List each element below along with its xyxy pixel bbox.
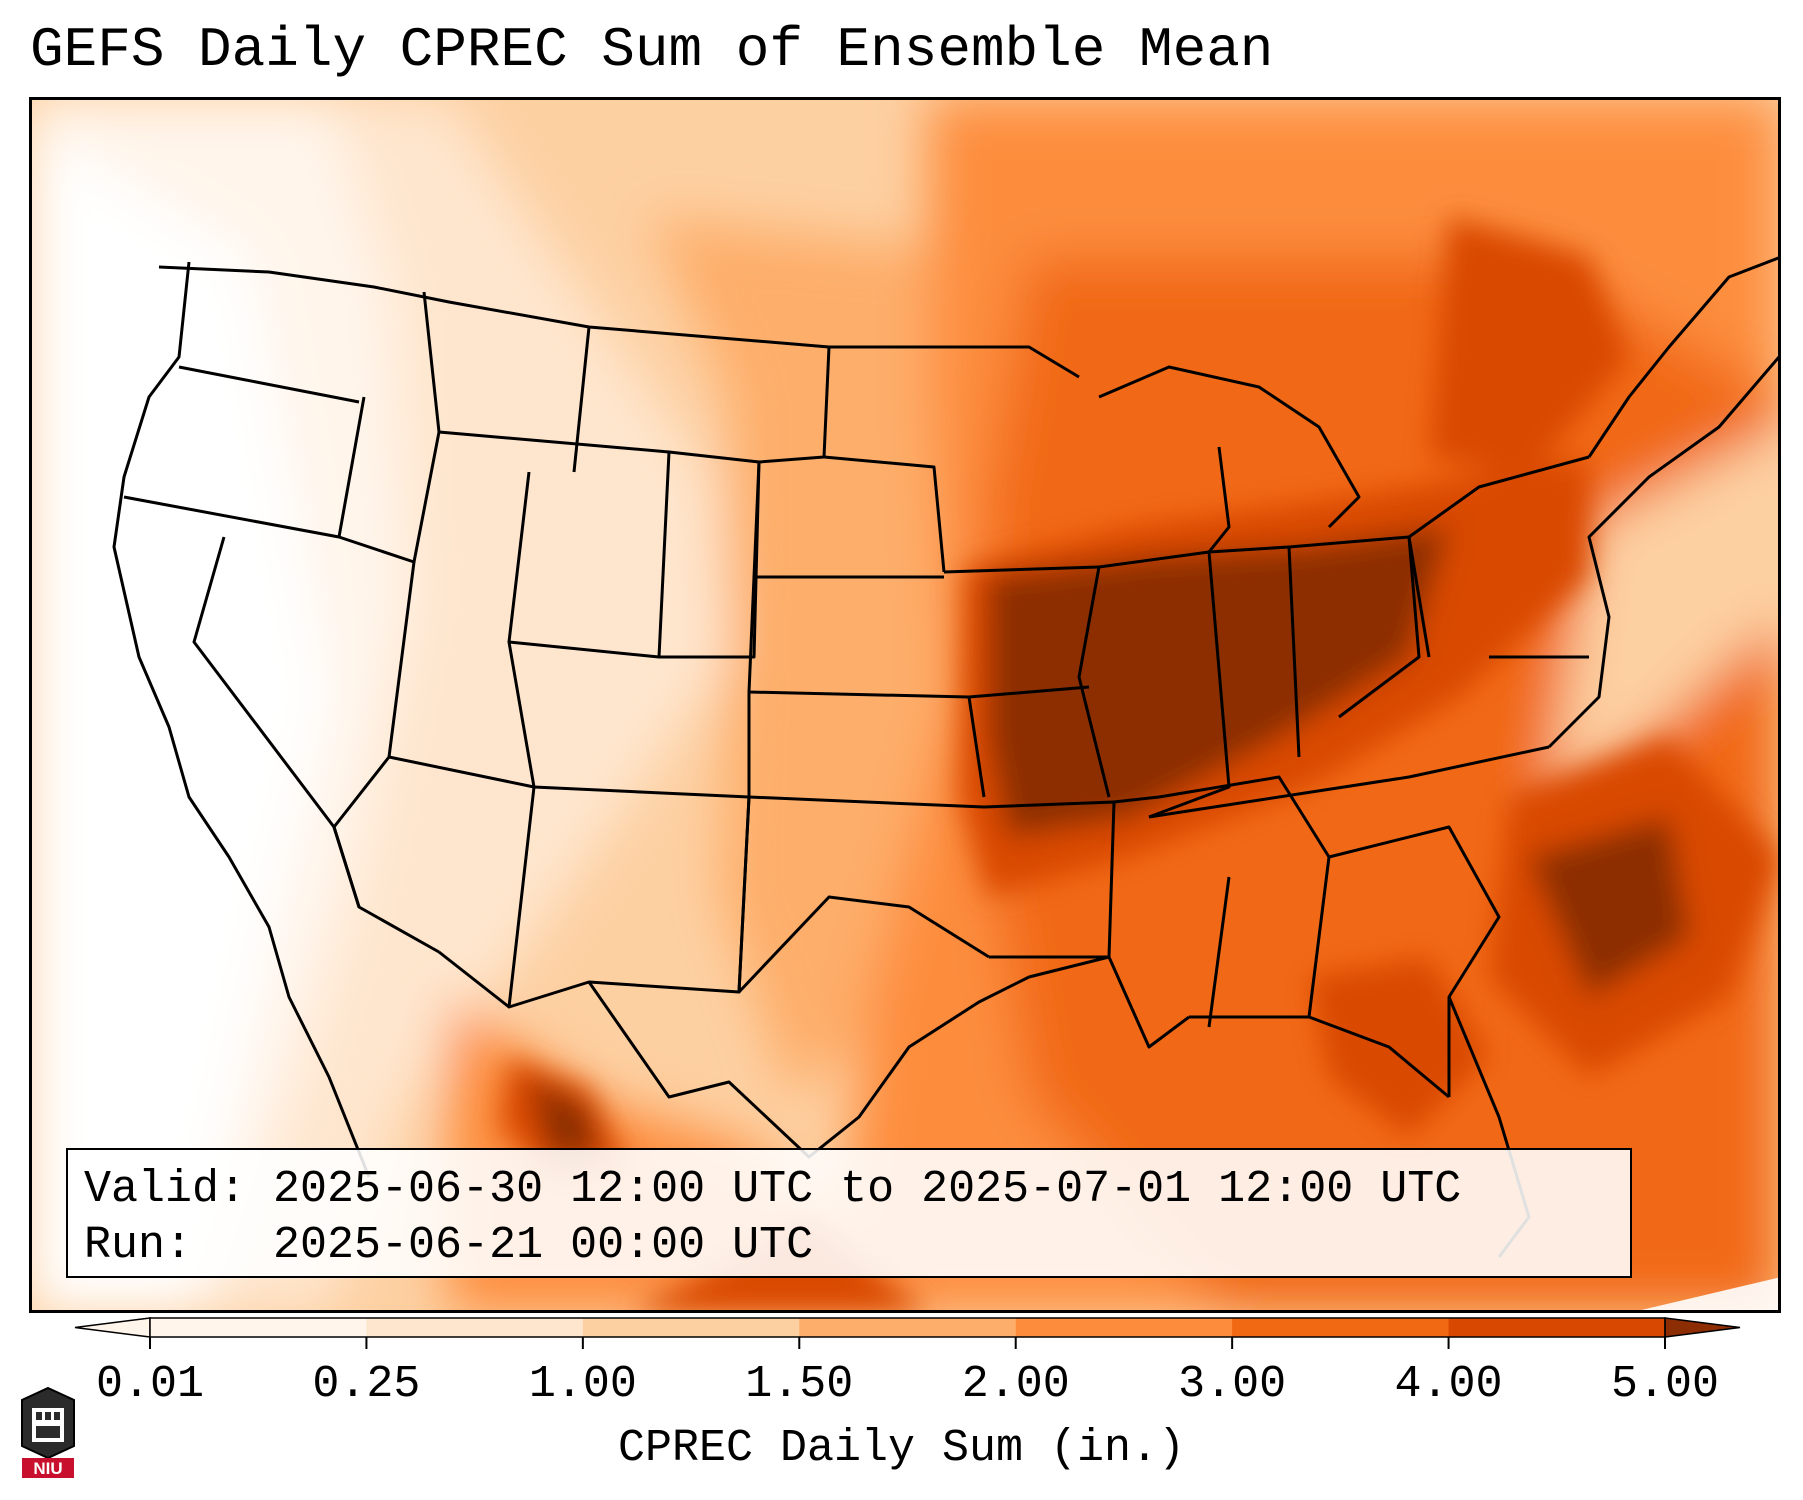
valid-line: Valid: 2025-06-30 12:00 UTC to 2025-07-0…	[84, 1164, 1462, 1215]
colorbar-swatch	[366, 1318, 584, 1337]
colorbar-tick-label: 3.00	[1178, 1359, 1287, 1410]
colorbar-tick-label: 5.00	[1610, 1359, 1720, 1410]
colorbar-swatch	[150, 1318, 367, 1337]
logo-text: NIU	[33, 1459, 62, 1478]
colorbar-tick-label: 0.25	[312, 1359, 421, 1410]
colorbar-swatch	[1015, 1318, 1233, 1337]
valid-run-info-box: Valid: 2025-06-30 12:00 UTC to 2025-07-0…	[66, 1148, 1632, 1278]
page-title: GEFS Daily CPREC Sum of Ensemble Mean	[30, 18, 1274, 82]
colorbar-tick-label: 2.00	[961, 1359, 1070, 1410]
colorbar-ticks	[149, 1337, 1666, 1349]
colorbar-tick-label: 0.01	[95, 1359, 205, 1410]
colorbar-swatch	[1448, 1318, 1666, 1337]
colorbar-extend-low	[74, 1317, 151, 1338]
colorbar-outline	[149, 1317, 1666, 1338]
colorbar-swatch	[582, 1318, 800, 1337]
map-frame	[29, 97, 1781, 1313]
niu-logo: NIU	[21, 1386, 75, 1478]
colorbar-swatch	[1232, 1318, 1450, 1337]
boundaries	[112, 255, 1781, 1258]
colorbar-swatches	[74, 1317, 1741, 1338]
colorbar-tick-label: 1.50	[745, 1359, 854, 1410]
colorbar-tick-label: 1.00	[528, 1359, 637, 1410]
precipitation-map	[29, 97, 1781, 1313]
precip-field	[29, 97, 1781, 1313]
colorbar-swatch	[799, 1318, 1017, 1337]
run-line: Run: 2025-06-21 00:00 UTC	[84, 1220, 814, 1271]
colorbar-title: CPREC Daily Sum (in.)	[617, 1423, 1186, 1474]
colorbar-tick-label: 4.00	[1394, 1359, 1503, 1410]
colorbar-extend-high	[1664, 1317, 1741, 1338]
